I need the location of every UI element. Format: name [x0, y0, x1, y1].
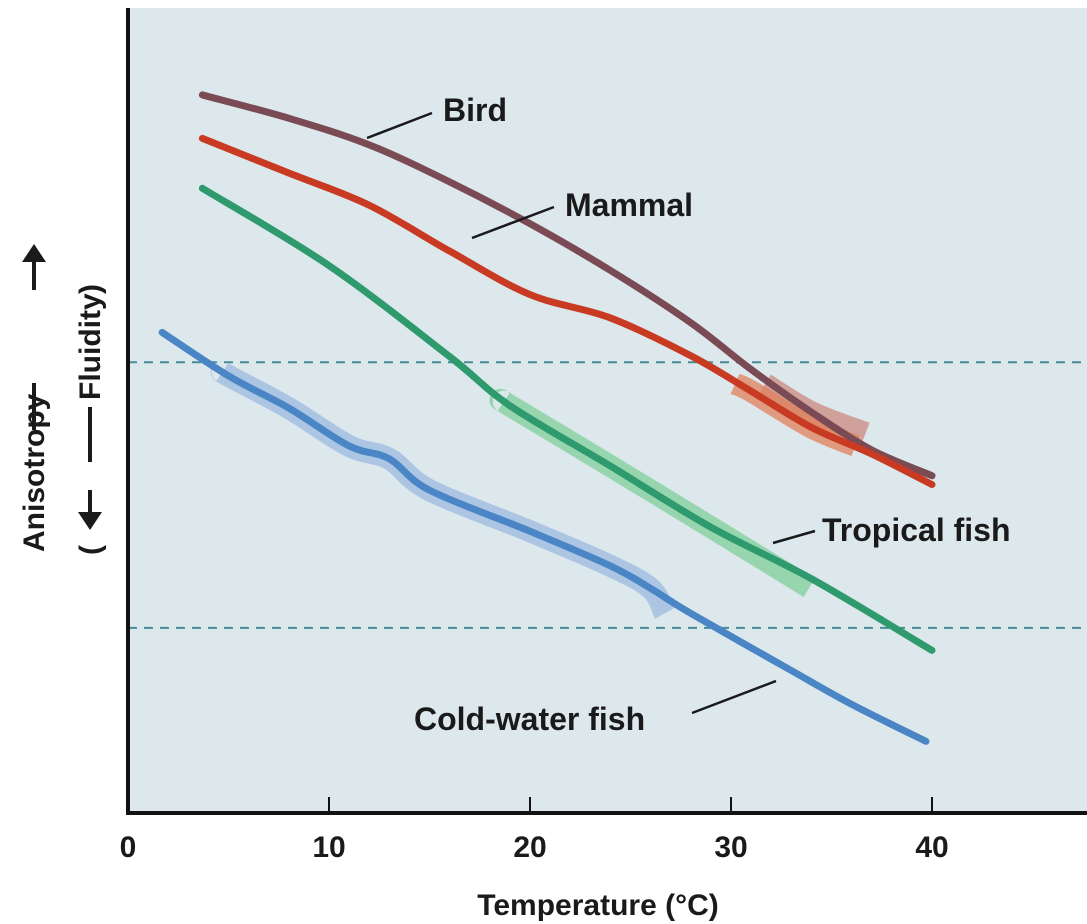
- x-axis-title: Temperature (°C): [477, 889, 718, 922]
- cold-water-fish-line: [158, 328, 930, 745]
- mammal-line: [198, 134, 936, 489]
- x-tick-label: 10: [312, 831, 345, 864]
- leader-line-mammal: [471, 205, 555, 240]
- label-tropical-fish: Tropical fish: [822, 512, 1010, 548]
- label-mammal: Mammal: [565, 187, 693, 223]
- y-axis-arrow-down-icon: [78, 512, 102, 530]
- label-leaders: [366, 111, 816, 715]
- label-cold-water-fish: Cold-water fish: [414, 701, 645, 737]
- y-axis-title-paren-close: ): [74, 284, 107, 294]
- x-ticks: 0 10 20 30 40: [120, 797, 949, 864]
- y-axis-arrow-up-icon: [22, 244, 46, 262]
- leader-line-tropical-fish: [772, 529, 816, 545]
- x-tick-label: 0: [120, 831, 137, 864]
- leader-line-cold-water-fish: [691, 679, 777, 715]
- x-tick-label: 40: [915, 831, 948, 864]
- series-lines: [158, 91, 936, 745]
- label-bird: Bird: [443, 92, 507, 128]
- tropical-fish-line: [198, 184, 936, 654]
- bird-line: [198, 91, 936, 480]
- x-tick-label: 30: [714, 831, 747, 864]
- y-axis-title: Anisotropy ( Fluidity ): [18, 244, 107, 555]
- y-axis-title-fluidity: Fluidity: [74, 293, 107, 400]
- leader-line-bird: [366, 111, 433, 140]
- x-tick-label: 20: [513, 831, 546, 864]
- y-axis-title-paren-open: (: [74, 545, 107, 555]
